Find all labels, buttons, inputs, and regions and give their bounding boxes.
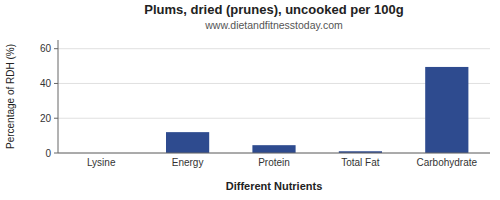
y-tick-label: 20	[40, 113, 52, 124]
bar	[252, 145, 295, 153]
y-tick-label: 60	[40, 43, 52, 54]
x-tick-label: Protein	[258, 157, 290, 168]
bars	[166, 67, 468, 153]
y-tick	[54, 83, 58, 84]
title: Plums, dried (prunes), uncooked per 100g	[144, 2, 403, 17]
y-tick	[54, 48, 58, 49]
y-tick-label: 0	[45, 148, 51, 159]
y-tick	[54, 118, 58, 119]
bar	[166, 132, 209, 153]
grid	[58, 49, 490, 153]
x-tick-label: Energy	[172, 157, 204, 168]
bar	[425, 67, 468, 153]
y-axis-line	[58, 40, 59, 153]
y-tick-label: 40	[40, 78, 52, 89]
y-axis-label: Percentage of RDH (%)	[5, 44, 16, 149]
chart: Plums, dried (prunes), uncooked per 100g…	[0, 0, 500, 200]
subtitle: www.dietandfitnesstoday.com	[204, 19, 343, 31]
x-axis-label: Different Nutrients	[226, 180, 323, 192]
grid-line	[58, 153, 490, 154]
y-tick	[54, 153, 58, 154]
chart-container: Plums, dried (prunes), uncooked per 100g…	[0, 0, 500, 200]
x-tick-label: Carbohydrate	[417, 157, 478, 168]
x-tick-label: Total Fat	[341, 157, 380, 168]
x-tick-label: Lysine	[87, 157, 116, 168]
grid-line	[58, 48, 490, 49]
x-axis-line	[58, 153, 490, 154]
